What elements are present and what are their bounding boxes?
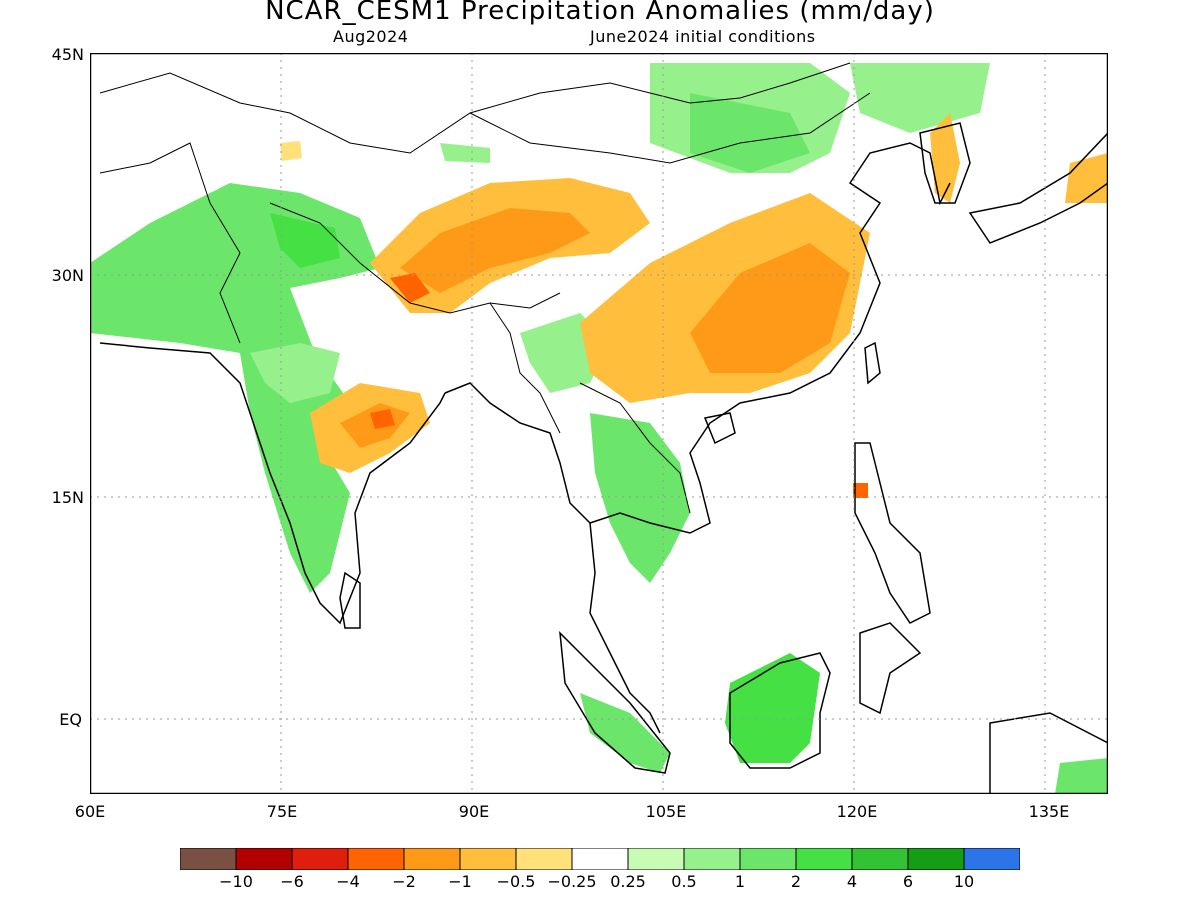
coastline-bay-of-bengal <box>444 382 591 524</box>
coastline-malay-peninsula <box>589 522 661 734</box>
coastline-hainan <box>703 412 736 445</box>
lon-label-90e: 90E <box>458 802 490 821</box>
lon-label-105e: 105E <box>645 802 687 821</box>
legend-label: 10 <box>953 872 975 891</box>
anomaly-wet-pakistan-core <box>270 213 340 268</box>
anomaly-wet-indochina <box>590 413 690 583</box>
anomaly-dry-japan <box>1065 153 1108 203</box>
coastline-taiwan <box>864 341 881 385</box>
coastline-japan <box>968 131 1108 244</box>
coastline-philippines <box>854 442 931 624</box>
anomaly-dry-tibet-max <box>390 273 430 303</box>
legend-swatch <box>180 848 237 870</box>
border-china-mongolia <box>469 92 871 164</box>
anomaly-wet-pakistan-india <box>90 183 380 593</box>
coastline-indochina <box>589 142 951 534</box>
legend-label: 4 <box>846 872 858 891</box>
map-border <box>90 53 1108 794</box>
legend-swatch <box>347 848 405 870</box>
anomaly-dry-south-china-core <box>690 243 850 373</box>
anomaly-dry-india-max <box>370 409 395 429</box>
legend-label: 2 <box>790 872 802 891</box>
border-afghanistan <box>99 142 211 204</box>
legend-label: −0.25 <box>547 872 597 891</box>
anomaly-dry-small-1 <box>280 141 302 161</box>
legend-swatch <box>515 848 573 870</box>
anomaly-wet-new-guinea <box>1055 758 1108 794</box>
legend-swatch <box>291 848 349 870</box>
legend-swatch <box>683 848 741 870</box>
lat-label-45n: 45N <box>51 45 84 64</box>
anomaly-shading <box>90 63 1108 794</box>
valid-month-label: Aug2024 <box>333 27 409 46</box>
anomaly-wet-tibet-west <box>440 143 490 163</box>
lat-label-30n: 30N <box>51 266 84 285</box>
anomaly-wet-borneo <box>725 653 820 763</box>
legend-swatch <box>907 848 965 870</box>
coastlines <box>99 122 1108 794</box>
precipitation-map <box>90 53 1108 794</box>
border-central-asia <box>99 62 851 154</box>
country-borders <box>99 62 871 514</box>
anomaly-dry-philippines <box>853 483 868 498</box>
anomaly-wet-sumatra <box>580 693 670 773</box>
anomaly-wet-north-china <box>690 93 810 173</box>
coastline-borneo <box>729 652 831 769</box>
legend-label: −2 <box>392 872 416 891</box>
legend-swatch <box>963 848 1020 870</box>
border-pakistan-india <box>209 202 241 344</box>
legend-label: −0.5 <box>496 872 536 891</box>
coastline-new-guinea <box>989 712 1108 794</box>
legend-label: −1 <box>448 872 472 891</box>
legend-label: 0.25 <box>610 872 646 891</box>
lon-label-120e: 120E <box>836 802 878 821</box>
legend-swatch <box>627 848 685 870</box>
anomaly-dry-tibet-core <box>400 208 590 293</box>
legend-swatch <box>795 848 853 870</box>
lat-label-15n: 15N <box>51 488 84 507</box>
legend-swatch <box>739 848 797 870</box>
coastline-sri-lanka <box>339 571 361 629</box>
border-himalaya <box>269 202 561 314</box>
lon-label-75e: 75E <box>266 802 298 821</box>
lat-label-eq: EQ <box>59 710 82 729</box>
legend-label: 0.5 <box>671 872 697 891</box>
legend-label: −6 <box>280 872 304 891</box>
legend-swatch <box>235 848 293 870</box>
legend-label: −4 <box>336 872 360 891</box>
coastline-korea <box>919 122 971 204</box>
map-title: NCAR_CESM1 Precipitation Anomalies (mm/d… <box>265 0 935 26</box>
border-myanmar <box>489 302 561 434</box>
border-laos-vietnam <box>579 382 691 514</box>
legend-swatch <box>459 848 517 870</box>
anomaly-dry-korea <box>930 113 960 203</box>
coastline-sulawesi <box>859 622 922 715</box>
legend-swatch <box>851 848 909 870</box>
anomaly-wet-manchuria <box>850 63 990 133</box>
lon-label-135e: 135E <box>1028 802 1070 821</box>
legend-swatch <box>403 848 461 870</box>
coastline-india <box>99 342 446 625</box>
coastline-sumatra <box>559 630 671 774</box>
legend-label: −10 <box>219 872 253 891</box>
color-legend <box>180 848 1020 870</box>
legend-label: 6 <box>902 872 914 891</box>
lon-label-60e: 60E <box>74 802 106 821</box>
initial-conditions-label: June2024 initial conditions <box>590 27 816 46</box>
anomaly-wet-india-east <box>250 343 340 403</box>
legend-swatch <box>571 848 629 870</box>
grid-lines <box>90 53 1108 794</box>
legend-label: 1 <box>734 872 746 891</box>
